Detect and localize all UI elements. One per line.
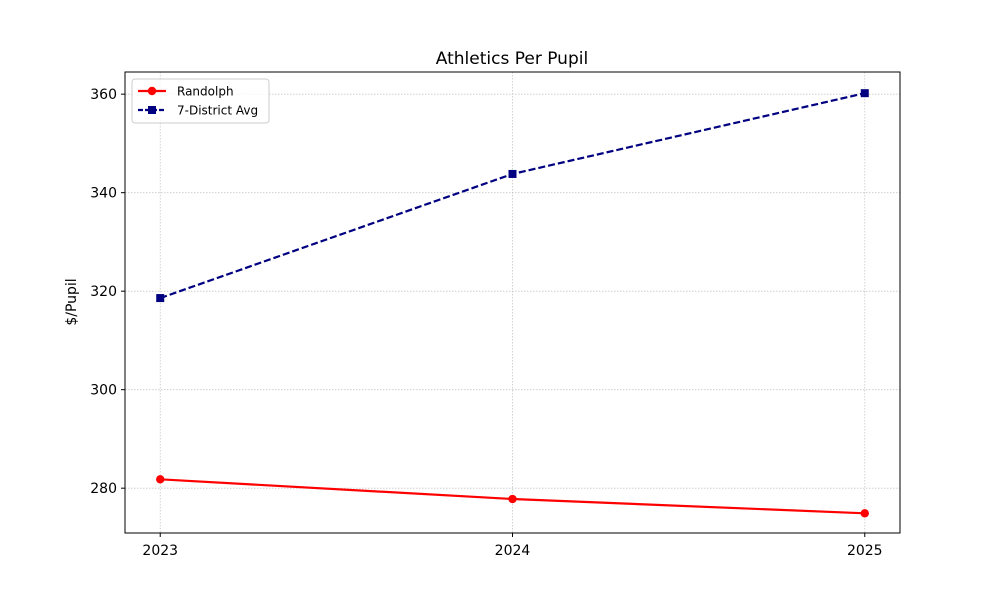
x-tick-label: 2025 — [847, 543, 883, 559]
x-tick-label: 2023 — [142, 543, 178, 559]
data-point-randolph — [508, 494, 517, 504]
data-point-7-district-avg — [156, 294, 165, 303]
legend: Randolph 7-District Avg — [131, 78, 270, 124]
grid — [125, 72, 900, 533]
data-point-7-district-avg — [860, 89, 869, 98]
legend-frame — [131, 78, 270, 124]
series-layer — [156, 89, 869, 518]
y-tick-label: 300 — [90, 383, 117, 399]
data-point-randolph — [156, 475, 165, 484]
y-tick-label: 280 — [90, 481, 117, 497]
y-tick-label: 360 — [90, 87, 117, 103]
legend-marker — [147, 86, 157, 96]
y-tick-label: 340 — [90, 186, 117, 202]
legend-marker — [148, 106, 156, 114]
x-tick-label: 2024 — [495, 543, 531, 559]
data-point-randolph — [860, 509, 869, 518]
ticks: 2023 2024 2025 280 300 320 340 360 — [90, 87, 882, 559]
data-point-7-district-avg — [508, 169, 517, 178]
legend-label-7-district-avg: 7-District Avg — [177, 104, 258, 118]
legend-label-randolph: Randolph — [177, 85, 234, 99]
y-axis-label: $/Pupil — [64, 278, 80, 325]
y-tick-label: 320 — [90, 284, 117, 300]
chart-title: Athletics Per Pupil — [436, 49, 588, 69]
